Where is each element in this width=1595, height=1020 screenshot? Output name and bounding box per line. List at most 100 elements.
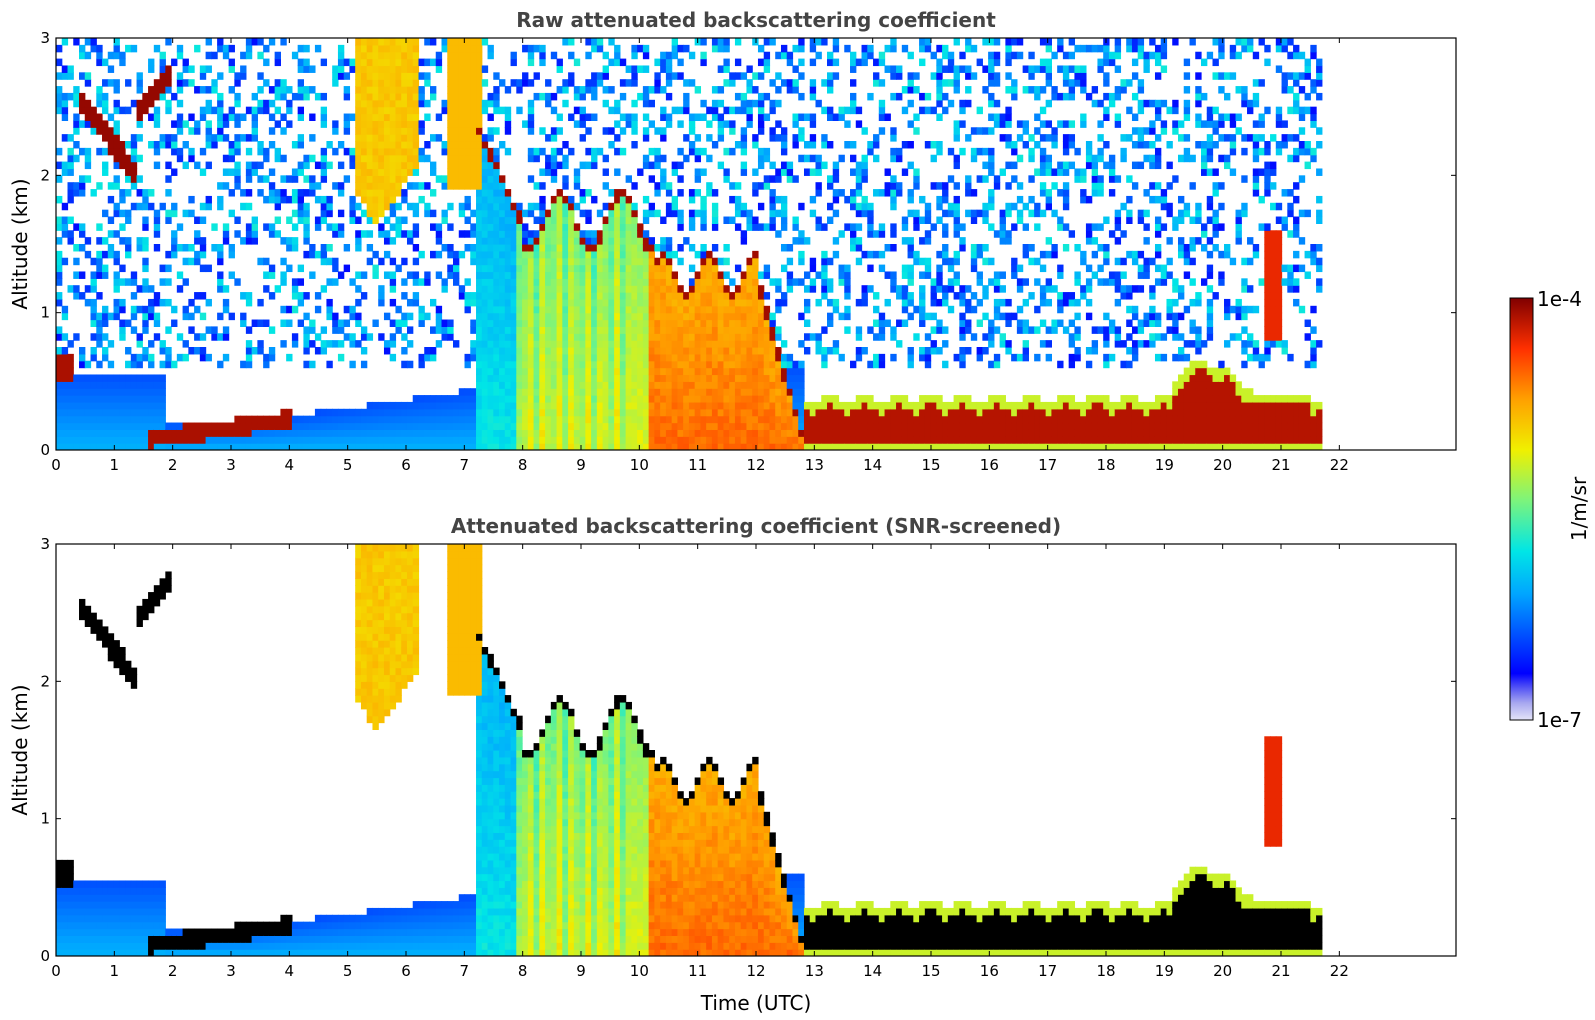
heatmap-cell [792,278,799,286]
heatmap-cell [579,367,586,376]
heatmap-cell [585,415,592,424]
heatmap-cell [96,381,103,389]
heatmap-cell [717,347,725,355]
heatmap-cell [608,436,615,444]
heatmap-cell [815,443,822,450]
heatmap-cell [487,436,494,444]
heatmap-cell [556,381,563,389]
heatmap-cell [539,436,546,444]
heatmap-cell [890,230,897,238]
heatmap-cell [838,415,845,424]
heatmap-cell [67,92,74,101]
heatmap-cell [61,99,69,108]
heatmap-cell [67,161,74,170]
heatmap-cell [827,72,834,80]
heatmap-cell [90,257,97,266]
heatmap-cell [711,209,719,218]
heatmap-cell [516,422,523,430]
heatmap-cell [84,72,92,80]
heatmap-cell [648,250,655,259]
heatmap-cell [827,319,834,327]
heatmap-cell [372,65,379,73]
heatmap-cell [389,51,397,60]
heatmap-cell [527,353,535,362]
heatmap-cell [706,257,713,266]
heatmap-cell [360,106,368,115]
heatmap-cell [176,244,184,252]
heatmap-cell [671,285,679,293]
heatmap-cell [464,113,471,121]
heatmap-cell [458,134,466,142]
heatmap-cell [780,374,788,382]
heatmap-cell [792,86,799,94]
heatmap-cell [625,65,632,73]
heatmap-cell [119,237,126,245]
heatmap-cell [360,195,368,204]
heatmap-cell [234,134,241,142]
heatmap-cell [700,202,707,211]
heatmap-cell [424,401,431,410]
heatmap-cell [418,353,425,362]
heatmap-cell [499,381,506,389]
heatmap-cell [752,38,759,46]
heatmap-cell [769,408,776,417]
heatmap-cell [470,120,477,128]
heatmap-cell [165,250,172,259]
heatmap-cell [79,271,86,279]
heatmap-cell [711,38,719,46]
heatmap-cell [539,250,546,259]
heatmap-cell [752,319,759,327]
heatmap-cell [418,408,425,417]
heatmap-cell [165,189,172,197]
heatmap-cell [522,367,529,376]
heatmap-cell [763,65,771,73]
heatmap-cell [850,168,857,176]
heatmap-cell [625,298,632,307]
heatmap-cell [355,285,362,293]
heatmap-cell [222,230,230,238]
heatmap-cell [303,223,310,231]
heatmap-cell [337,182,345,190]
heatmap-cell [360,436,368,444]
heatmap-cell [61,408,69,417]
heatmap-cell [942,44,949,53]
heatmap-cell [585,127,592,135]
heatmap-cell [614,285,621,293]
heatmap-cell [550,401,558,410]
heatmap-cell [740,353,748,362]
heatmap-cell [585,147,592,156]
heatmap-cell [90,271,97,279]
heatmap-cell [102,147,109,156]
heatmap-cell [585,264,592,273]
heatmap-cell [102,388,109,396]
heatmap-cell [648,147,655,156]
heatmap-cell [188,79,195,87]
heatmap-cell [775,72,782,80]
heatmap-cell [165,347,172,355]
heatmap-cell [913,443,920,450]
heatmap-cell [573,86,581,94]
heatmap-cell [516,340,523,348]
heatmap-cell [936,326,943,334]
heatmap-cell [171,250,178,259]
heatmap-cell [447,92,454,101]
heatmap-cell [734,312,742,321]
heatmap-cell [453,161,460,170]
heatmap-cell [487,429,494,437]
heatmap-cell [769,388,776,396]
heatmap-cell [453,106,460,115]
heatmap-cell [913,182,920,190]
heatmap-cell [591,154,598,163]
heatmap-cell [401,58,408,67]
heatmap-cell [222,436,230,444]
heatmap-cell [435,134,443,142]
heatmap-cell [378,106,385,115]
heatmap-cell [608,250,615,259]
heatmap-cell [493,381,500,389]
heatmap-cell [562,195,569,204]
heatmap-cell [366,86,374,94]
heatmap-cell [504,305,512,314]
heatmap-cell [389,202,397,211]
heatmap-cell [280,408,287,417]
heatmap-cell [205,202,212,211]
